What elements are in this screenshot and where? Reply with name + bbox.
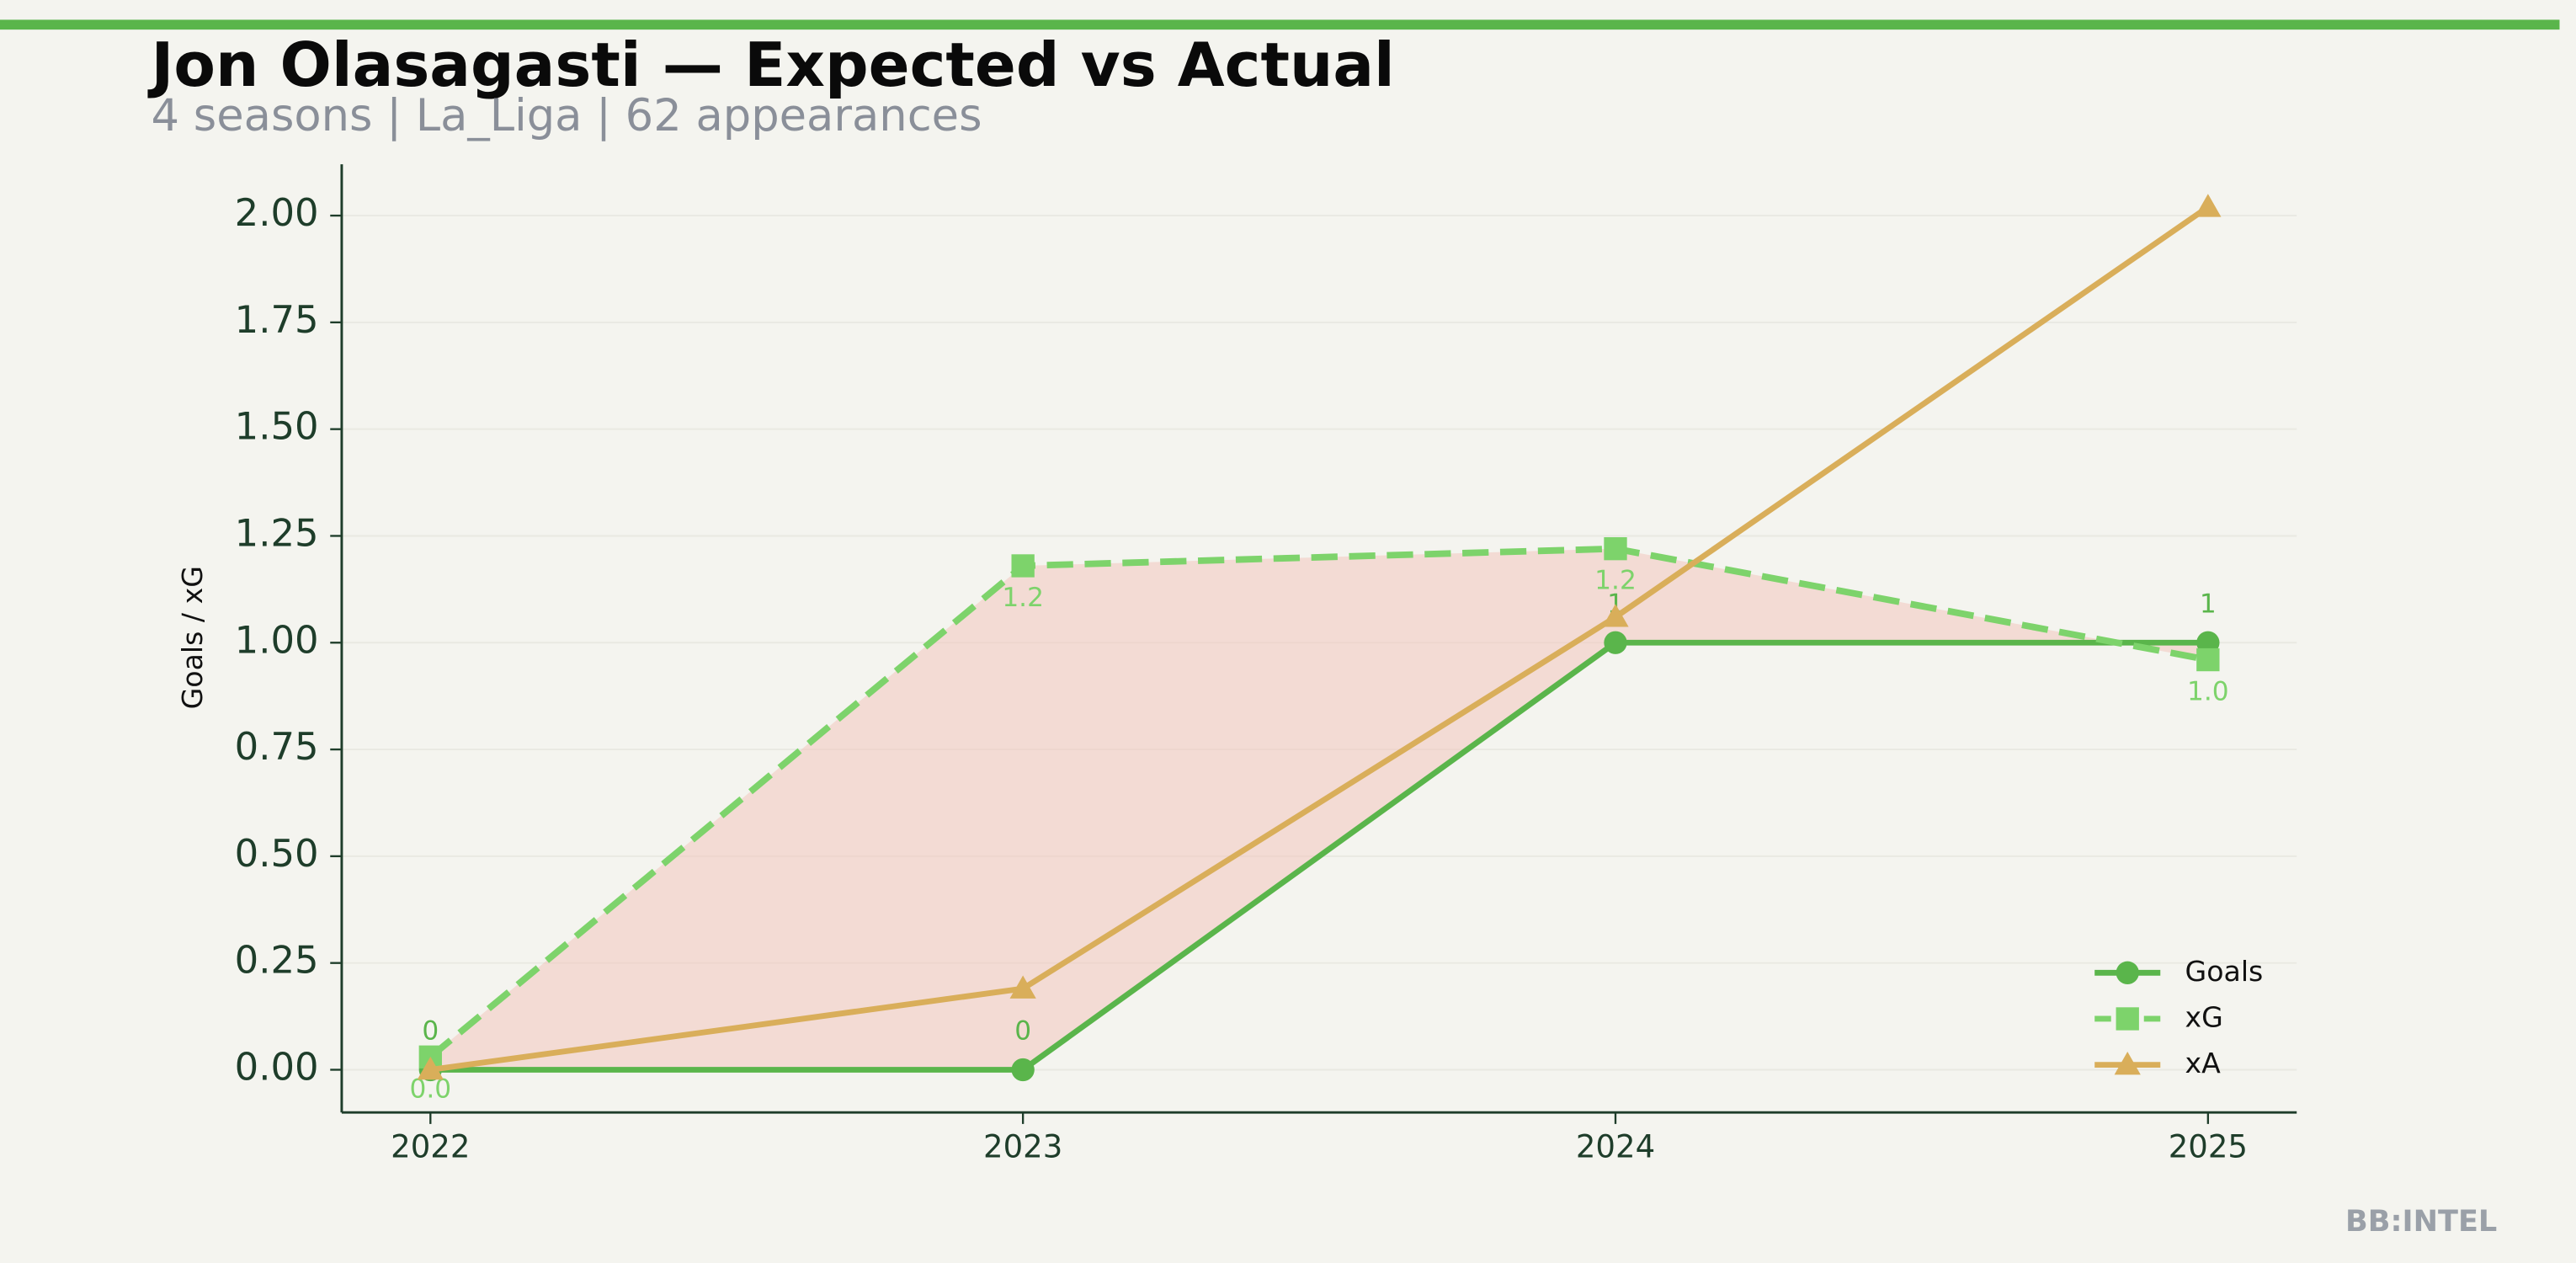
legend-marker — [2116, 1007, 2139, 1031]
legend-label: xA — [2185, 1047, 2222, 1079]
y-tick-label: 1.25 — [235, 510, 319, 555]
y-tick-label: 0.75 — [235, 724, 319, 769]
y-tick-label: 0.50 — [235, 831, 319, 876]
y-tick-label: 1.50 — [235, 404, 319, 449]
value-label: 0 — [1014, 1016, 1031, 1047]
series-line — [430, 639, 2208, 1073]
y-tick-label: 1.75 — [235, 297, 319, 342]
data-point — [1009, 975, 1036, 999]
y-tick-label: 0.00 — [235, 1044, 319, 1089]
data-point — [1011, 1058, 1035, 1082]
chart-subtitle: 4 seasons | La_Liga | 62 appearances — [152, 90, 982, 141]
series-line — [428, 545, 2209, 1060]
value-label: 1.0 — [2187, 677, 2229, 707]
x-tick-label: 2025 — [2169, 1129, 2248, 1165]
gap-fill — [430, 548, 2208, 1070]
legend-label: xG — [2185, 1000, 2223, 1033]
data-point — [417, 1056, 444, 1080]
value-label: 1 — [2200, 589, 2217, 619]
y-axis-label: Goals / xG — [176, 566, 209, 709]
watermark: BB:INTEL — [2345, 1204, 2497, 1239]
x-tick-label: 2022 — [391, 1129, 470, 1165]
x-tick-label: 2024 — [1576, 1129, 1655, 1165]
data-point — [2196, 647, 2220, 672]
data-point — [1011, 554, 1035, 578]
value-label: 1.2 — [1002, 583, 1044, 613]
value-label: 1.2 — [1594, 566, 1637, 596]
data-point — [1604, 631, 1627, 654]
chart-title: Jon Olasagasti — Expected vs Actual — [147, 30, 1395, 101]
legend-label: Goals — [2185, 955, 2264, 988]
series-line — [429, 205, 2210, 1073]
data-point — [2195, 194, 2222, 217]
legend-marker — [2114, 1052, 2141, 1075]
x-tick-label: 2023 — [983, 1129, 1062, 1165]
legend-marker — [2116, 961, 2139, 984]
y-tick-label: 1.00 — [235, 617, 319, 662]
y-tick-label: 0.25 — [235, 938, 319, 983]
data-point — [1602, 604, 1629, 627]
y-tick-label: 2.00 — [235, 190, 319, 235]
top-bar — [0, 19, 2560, 30]
value-label: 0 — [422, 1016, 439, 1047]
data-point — [1604, 537, 1627, 561]
